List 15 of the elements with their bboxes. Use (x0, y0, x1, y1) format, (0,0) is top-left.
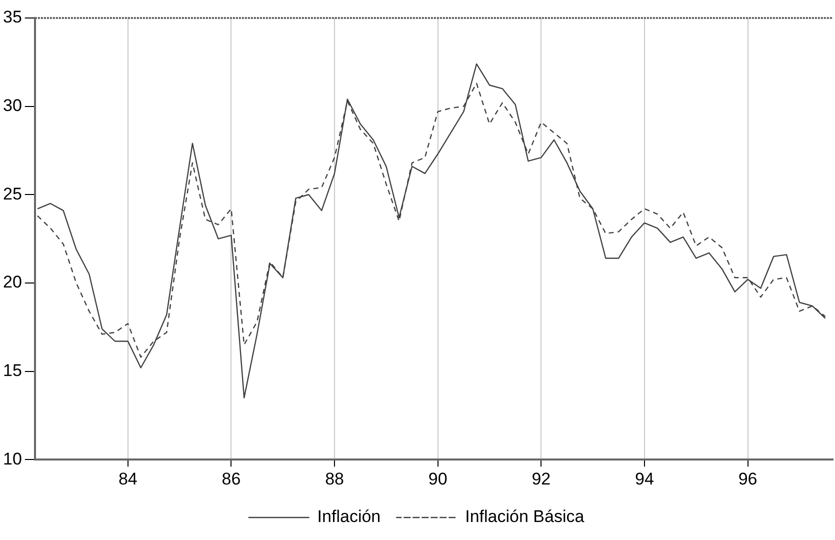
x-tick-label: 90 (428, 469, 448, 488)
y-tick-label: 20 (2, 272, 22, 292)
x-tick-label: 92 (532, 469, 551, 488)
x-tick-label: 94 (634, 469, 654, 488)
y-tick-label: 30 (2, 96, 22, 116)
legend-label: Inflación Básica (465, 507, 585, 526)
y-tick-label: 10 (2, 449, 22, 468)
x-tick-label: 96 (738, 469, 758, 488)
x-tick-label: 88 (325, 469, 344, 488)
y-tick-label: 15 (2, 360, 22, 380)
y-tick-label: 25 (2, 184, 22, 204)
x-tick-label: 86 (222, 469, 241, 488)
y-tick-label: 35 (2, 8, 22, 27)
legend-label: Inflación (317, 507, 381, 526)
x-tick-label: 84 (118, 469, 138, 488)
